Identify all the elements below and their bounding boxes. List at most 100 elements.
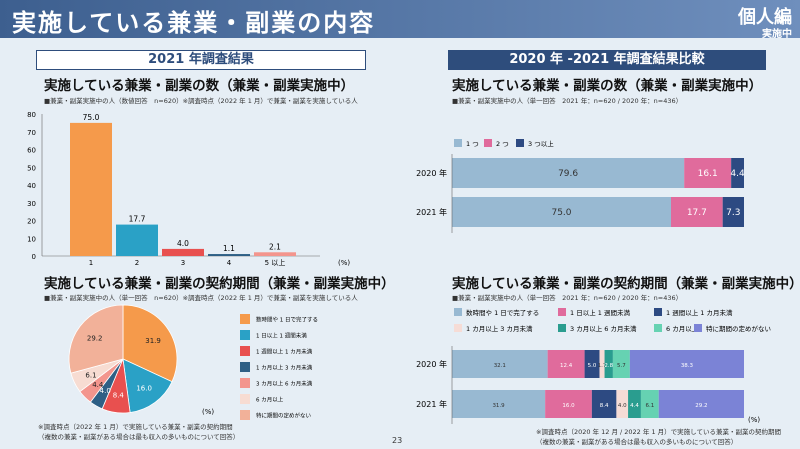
x-tick-label: 5 以上 <box>265 258 286 266</box>
segment-label: 12.4 <box>560 363 573 369</box>
legend-swatch <box>454 324 462 332</box>
period-pie-chart: 31.9 16.0 8.44.04.46.1 29.2 数時間や 1 日で完了する 1 日… <box>68 304 318 420</box>
x-tick-label: 2 <box>135 259 139 266</box>
bar <box>70 122 112 256</box>
x-tick-label: 1 <box>89 259 93 266</box>
left-count-note: ■兼業・副業実施中の人（数値回答 n=620）※調査時点（2022 年 1 月）… <box>44 97 358 105</box>
legend-swatch <box>240 346 250 356</box>
right-count-note: ■兼業・副業実施中の人（単一回答 2021 年：n=620 / 2020 年：n… <box>452 97 683 105</box>
x-tick-label: 3 <box>181 259 185 266</box>
right-footnote-1: ※調査時点（2020 年 12 月 / 2022 年 1 月）で実施している兼業… <box>536 428 781 436</box>
bar <box>254 252 296 256</box>
bar-segment <box>452 350 548 378</box>
unit-label: (%) <box>338 259 350 266</box>
left-footnote-1: ※調査時点（2022 年 1 月）で実施している兼業・副業の契約期間 <box>38 423 233 431</box>
right-footnote-2: （複数の兼業・副業がある場合は最も収入の多いものについて回答） <box>536 438 738 446</box>
segment-label: 31.9 <box>492 403 505 409</box>
legend-label: 1 日以上 1 週間未満 <box>256 332 307 340</box>
left-count-title: 実施している兼業・副業の数（兼業・副業実施中） <box>44 78 355 94</box>
bar-segment <box>628 390 641 418</box>
segment-label: 4.4 <box>730 169 745 179</box>
bar-segment <box>584 350 600 378</box>
segment-label: 1.7 <box>598 363 607 369</box>
segment-label: 6.1 <box>645 403 654 409</box>
slice-label: 31.9 <box>145 337 161 345</box>
legend-label: 6 カ月以上 <box>666 324 699 333</box>
legend-swatch <box>454 308 462 316</box>
legend-swatch <box>454 139 462 147</box>
x-tick-label: 4 <box>227 259 232 266</box>
category-badge: 個人編 <box>738 7 792 28</box>
bar-segment <box>452 390 546 418</box>
data-label: 2.1 <box>269 242 281 251</box>
category-label: 2021 年 <box>416 207 447 217</box>
slice-label: 6.1 <box>85 372 96 380</box>
legend-label: 数時間や 1 日で完了する <box>256 316 318 324</box>
segment-label: 75.0 <box>551 208 571 218</box>
y-tick-label: 30 <box>27 200 36 208</box>
segment-label: 4.0 <box>618 403 627 409</box>
legend-swatch <box>484 139 492 147</box>
bar-segment <box>452 158 685 188</box>
segment-label: 8.4 <box>600 403 609 409</box>
unit-label: (%) <box>748 416 760 424</box>
bar-segment <box>591 390 617 418</box>
y-tick-label: 40 <box>27 182 36 190</box>
pie-slice <box>122 304 178 383</box>
legend-swatch <box>240 362 250 372</box>
pie-slice <box>68 304 124 374</box>
legend-swatch <box>654 308 662 316</box>
segment-label: 29.2 <box>695 403 707 409</box>
unit-label: (%) <box>202 408 214 416</box>
legend-label: 6 カ月以上 <box>256 396 284 404</box>
segment-label: 7.3 <box>726 208 740 218</box>
bar-segment <box>629 350 744 378</box>
data-label: 75.0 <box>83 113 100 122</box>
y-tick-label: 70 <box>27 129 36 137</box>
segment-label: 17.7 <box>687 208 707 218</box>
slice-label: 4.0 <box>100 387 111 395</box>
legend-label: 1 週間以上 1 カ月未満 <box>256 348 313 356</box>
bar-segment <box>545 390 592 418</box>
left-period-title: 実施している兼業・副業の契約期間（兼業・副業実施中） <box>44 276 395 292</box>
right-count-title: 実施している兼業・副業の数（兼業・副業実施中） <box>452 78 763 94</box>
bar-segment <box>731 158 744 188</box>
slice-label: 29.2 <box>87 334 103 342</box>
slice-label: 16.0 <box>136 385 152 393</box>
bar <box>116 224 158 256</box>
header-bar: 実施している兼業・副業の内容 個人編 実施中 <box>0 0 800 40</box>
bar-segment <box>722 197 744 227</box>
legend-label: 特に期間の定めがない <box>256 412 312 420</box>
bar <box>162 248 204 256</box>
y-tick-label: 10 <box>27 235 36 243</box>
category-label: 2020 年 <box>416 168 447 178</box>
legend-swatch <box>240 378 250 388</box>
y-tick-label: 0 <box>32 253 36 261</box>
segment-label: 38.3 <box>681 363 694 369</box>
y-tick-label: 50 <box>27 164 36 172</box>
bar <box>208 254 250 256</box>
category-label: 2021 年 <box>416 399 447 409</box>
bar-segment <box>604 350 613 378</box>
page-title: 実施している兼業・副業の内容 <box>12 9 376 37</box>
bar-segment <box>671 197 723 227</box>
bar-segment <box>452 197 671 227</box>
status-badge: 実施中 <box>762 29 792 40</box>
page-number: 23 <box>392 436 403 445</box>
legend-swatch <box>240 314 250 324</box>
legend-label: 数時間や 1 日で完了する <box>466 308 539 317</box>
legend-label: 1 カ月以上 3 カ月未満 <box>466 324 533 333</box>
category-label: 2020 年 <box>416 359 447 369</box>
count-compare-chart: 1 つ 2 つ 3 つ以上 2020 年 79.6 16.1 4.4 2021 年 75.0 17… <box>416 139 745 233</box>
legend-swatch <box>240 330 250 340</box>
legend-swatch <box>240 410 250 420</box>
legend-label: 1 日以上 1 週間未満 <box>570 308 630 317</box>
bar-segment <box>658 390 744 418</box>
legend-label: 1 カ月以上 3 カ月未満 <box>256 364 313 372</box>
period-compare-chart: 数時間や 1 日で完了する 1 日以上 1 週間未満 1 週間以上 1 カ月未満 1 … <box>416 308 771 424</box>
bar-segment <box>640 390 659 418</box>
segment-label: 16.0 <box>562 403 575 409</box>
segment-label: 5.0 <box>588 363 597 369</box>
left-section-title: 2021 年調査結果 <box>36 50 366 70</box>
segment-label: 4.4 <box>630 403 639 409</box>
